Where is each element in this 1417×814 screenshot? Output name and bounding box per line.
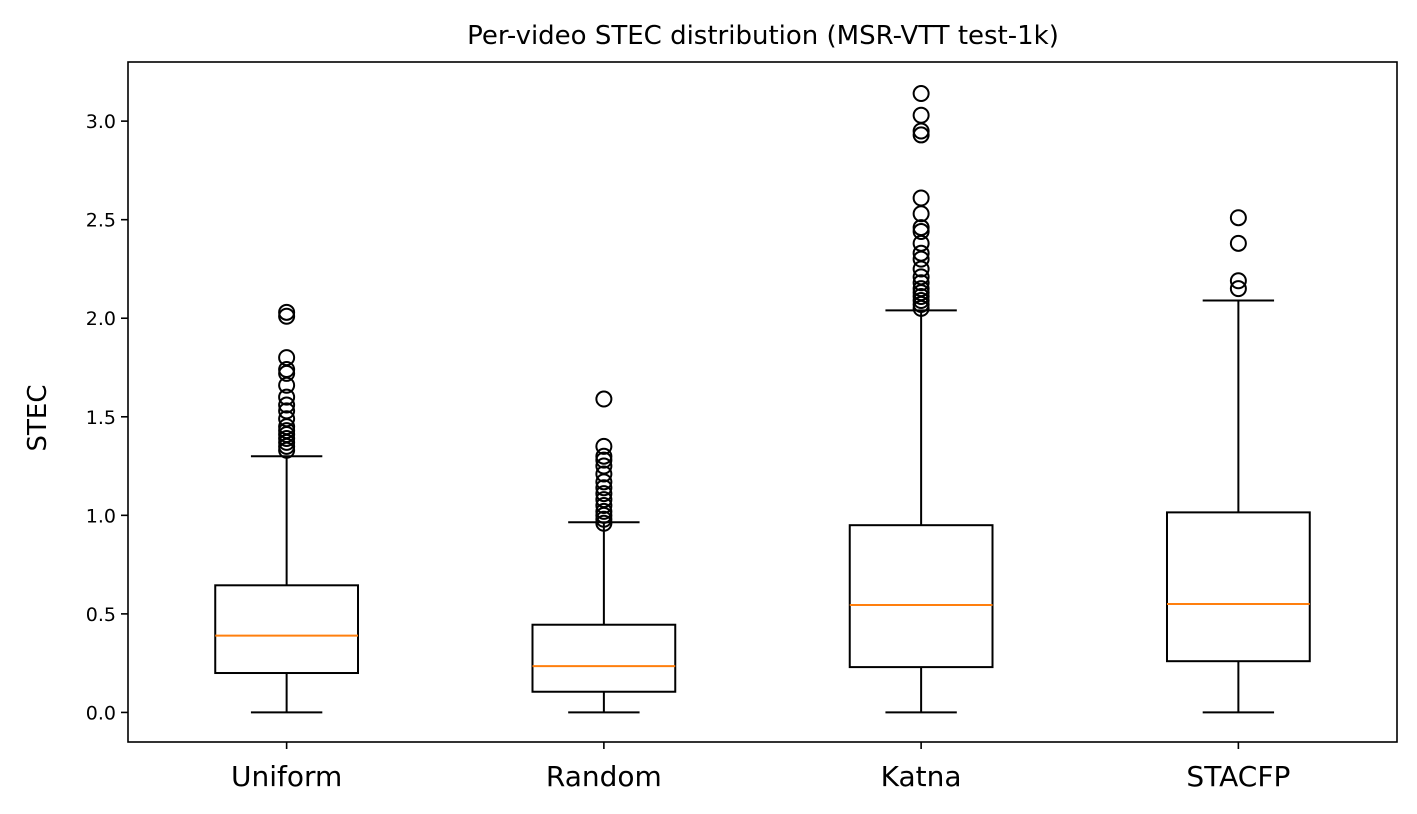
outlier-point (595, 390, 613, 408)
y-tick-label: 3.0 (86, 111, 116, 133)
outlier-point (278, 360, 296, 378)
x-tick-label: Random (546, 760, 662, 793)
outlier-point (595, 496, 613, 514)
y-tick-label: 0.5 (86, 604, 116, 626)
iqr-box (531, 623, 677, 693)
x-tick-label: Uniform (231, 760, 342, 793)
y-tick-label: 1.0 (86, 505, 116, 527)
outlier-point (595, 457, 613, 475)
outlier-point (912, 106, 930, 124)
iqr-box (848, 524, 994, 669)
outlier-point (1229, 234, 1247, 252)
outlier-point (912, 219, 930, 237)
outlier-point (912, 189, 930, 207)
outlier-point (595, 479, 613, 497)
outlier-point (595, 447, 613, 465)
plot-area: 0.0 0.5 1.0 1.5 2.0 2.5 3.0 Uniform Random Katna S… (86, 85, 1311, 793)
outlier-point (912, 280, 930, 298)
outlier-point (278, 402, 296, 420)
outlier-point (278, 410, 296, 428)
y-tick-label: 0.0 (86, 702, 116, 724)
x-tick-label: Katna (881, 760, 962, 793)
outlier-point (595, 485, 613, 503)
outlier-point (912, 274, 930, 292)
outlier-point (595, 491, 613, 509)
outlier-point (912, 205, 930, 223)
outlier-point (912, 244, 930, 262)
outlier-point (1229, 280, 1247, 298)
y-tick-label: 2.0 (86, 308, 116, 330)
iqr-box (214, 584, 360, 675)
outlier-point (595, 465, 613, 483)
x-tick-label: STACFP (1186, 760, 1290, 793)
outlier-point (278, 303, 296, 321)
outlier-point (595, 437, 613, 455)
outlier-point (912, 85, 930, 103)
outlier-point (595, 502, 613, 520)
iqr-box (1165, 511, 1311, 663)
outlier-point (1229, 272, 1247, 290)
outlier-point (278, 396, 296, 414)
outlier-point (278, 349, 296, 367)
plot-frame (127, 61, 1398, 743)
y-tick-label: 2.5 (86, 210, 116, 232)
outlier-point (912, 268, 930, 286)
y-tick-label: 1.5 (86, 407, 116, 429)
chart-title: Per-video STEC distribution (MSR-VTT tes… (467, 21, 1059, 51)
y-axis-label: STEC (23, 385, 53, 452)
outlier-point (278, 388, 296, 406)
outlier-point (1229, 209, 1247, 227)
